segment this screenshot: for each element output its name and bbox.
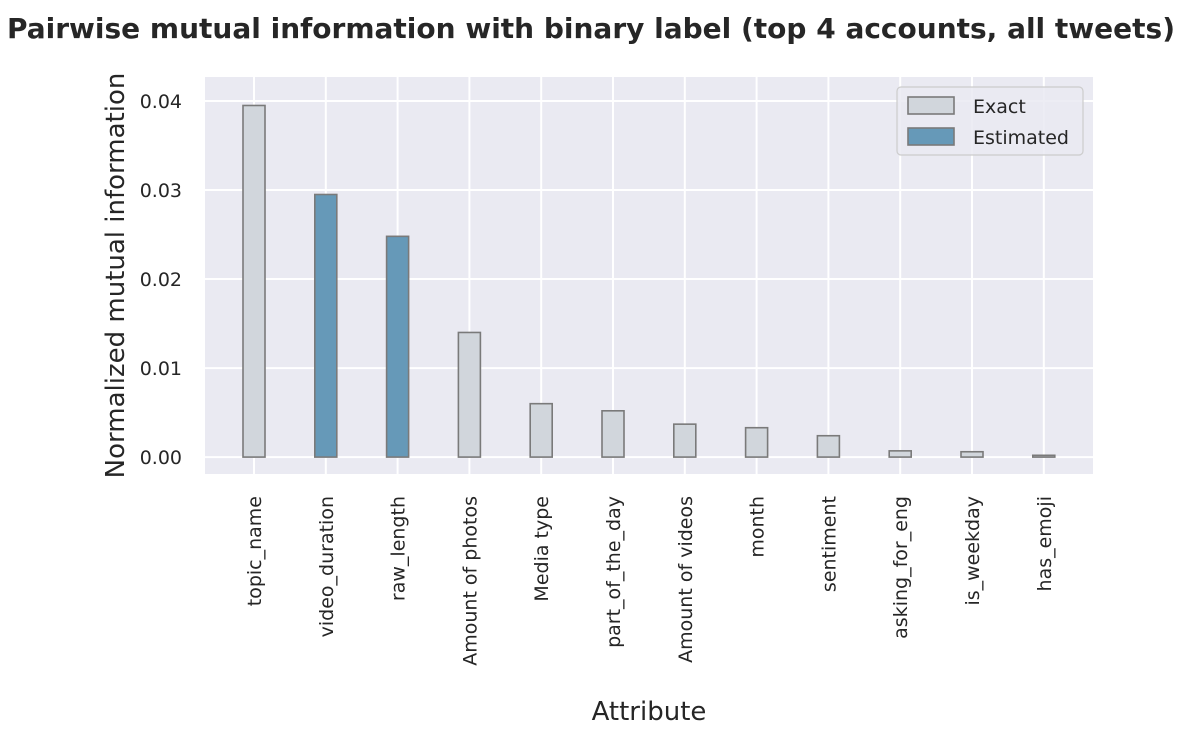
legend-swatch <box>907 127 955 146</box>
x-tick-label: is_weekday <box>962 496 984 606</box>
bar-topic-name <box>242 104 266 458</box>
y-tick-label: 0.01 <box>140 358 182 380</box>
y-tick-label: 0.04 <box>140 91 182 113</box>
x-tick-label: video_duration <box>316 496 338 637</box>
x-tick-label: Amount of photos <box>459 496 481 666</box>
bar-asking-for-eng <box>888 450 913 458</box>
x-tick-label: sentiment <box>818 496 840 592</box>
y-tick-label: 0.00 <box>140 447 182 469</box>
bar-amount-of-videos <box>672 423 697 458</box>
bars <box>242 104 1056 458</box>
x-tick-label: has_emoji <box>1034 496 1056 591</box>
x-axis-ticks: topic_name video_duration raw_length Amount… <box>244 496 1056 666</box>
bar-video-duration <box>313 193 338 458</box>
bar-raw-length <box>385 235 410 458</box>
bar-part-of-the-day <box>601 410 625 458</box>
legend-label: Exact <box>973 96 1026 118</box>
bar-sentiment <box>816 434 841 458</box>
x-tick-label: part_of_the_day <box>603 496 625 648</box>
x-tick-label: Amount of videos <box>675 496 697 663</box>
y-axis-label: Normalized mutual information <box>101 73 131 479</box>
x-axis-label: Attribute <box>592 697 707 727</box>
bar-media-type <box>529 402 554 458</box>
x-tick-label: Media type <box>531 496 553 602</box>
x-tick-label: topic_name <box>244 496 266 606</box>
x-tick-label: asking_for_eng <box>890 496 912 639</box>
y-tick-label: 0.02 <box>140 269 182 291</box>
bar-is-weekday <box>960 450 984 458</box>
y-tick-label: 0.03 <box>140 180 182 202</box>
chart-title: Pairwise mutual information with binary … <box>7 12 1175 45</box>
bar-has-emoji <box>1032 454 1056 458</box>
y-axis-ticks: 0.00 0.01 0.02 0.03 0.04 <box>140 91 182 469</box>
legend: Exact Estimated <box>896 86 1084 156</box>
legend-label: Estimated <box>973 127 1069 149</box>
x-tick-label: raw_length <box>388 496 410 601</box>
x-tick-label: month <box>747 496 769 558</box>
legend-swatch <box>907 96 955 115</box>
grid <box>205 77 1093 474</box>
bar-month <box>744 426 769 458</box>
bar-amount-of-photos <box>457 331 482 458</box>
